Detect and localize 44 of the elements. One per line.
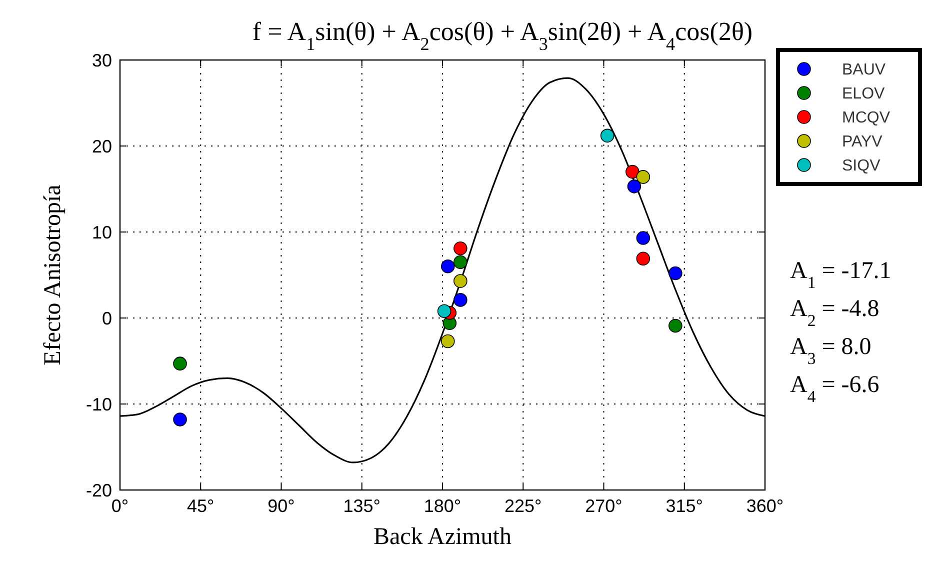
point	[454, 241, 468, 256]
legend-label: MCQV	[842, 110, 890, 127]
y-tick-label: 10	[92, 222, 112, 242]
text: A$_{1}$ = -17.1	[790, 258, 892, 292]
legend-label: SIQV	[842, 158, 881, 175]
y-tick-label: 0	[102, 308, 112, 328]
point	[636, 170, 650, 184]
point	[173, 356, 187, 370]
point	[626, 164, 640, 179]
point	[440, 334, 455, 348]
y-axis-title: Efecto Anisotropía	[40, 184, 66, 366]
point	[668, 266, 682, 280]
y-tick-label: -20	[86, 480, 112, 500]
point	[454, 255, 468, 269]
legend-label: PAYV	[842, 134, 883, 151]
text: A$_{2}$ = -4.8	[790, 296, 880, 330]
text: A$_{4}$ = -6.6	[790, 372, 880, 406]
x-tick-label: 135°	[343, 496, 380, 516]
y-tick-label: -10	[86, 394, 112, 414]
point	[668, 318, 682, 333]
chart-title: f = A$_{1}$sin(θ) + A$_{2}$cos(θ) + A$_{3}$sin(2θ) + A$_{4}$cos(2θ)	[252, 17, 753, 54]
point	[440, 260, 455, 274]
point	[600, 128, 614, 143]
point	[173, 412, 187, 426]
point	[636, 231, 650, 245]
legend-label: ELOV	[842, 86, 886, 103]
x-tick-label: 0°	[111, 496, 129, 516]
text: A$_{3}$ = 8.0	[790, 334, 872, 368]
x-tick-label: 90°	[268, 496, 295, 516]
legend-label: BAUV	[842, 62, 886, 79]
x-tick-label: 180°	[424, 496, 462, 516]
y-tick-label: 30	[92, 50, 112, 70]
x-tick-label: 360°	[746, 496, 784, 516]
point	[454, 274, 468, 288]
point	[454, 293, 468, 307]
point	[627, 180, 642, 194]
x-tick-label: 270°	[585, 496, 622, 516]
x-tick-label: 45°	[187, 496, 214, 516]
point	[437, 304, 452, 318]
x-tick-label: 315°	[666, 496, 703, 516]
x-axis-title: Back Azimuth	[374, 524, 512, 550]
point	[636, 252, 650, 266]
x-tick-label: 225°	[504, 496, 542, 516]
y-tick-label: 20	[92, 136, 112, 156]
